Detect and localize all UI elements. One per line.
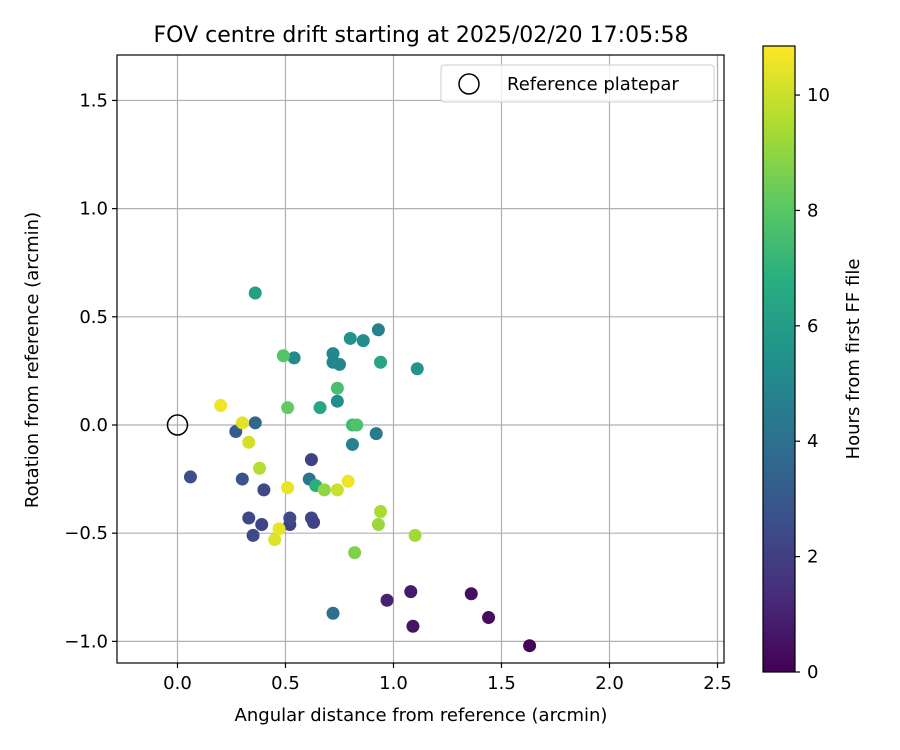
data-point (242, 511, 256, 525)
data-point (341, 474, 355, 488)
data-point (369, 427, 383, 441)
chart-title: FOV centre drift starting at 2025/02/20 … (154, 23, 689, 48)
data-point (410, 362, 424, 376)
x-tick-label: 1.5 (487, 673, 516, 694)
y-axis-ticks: −1.0 −0.5 0.0 0.5 1.0 1.5 (64, 90, 117, 652)
data-point (317, 483, 331, 497)
colorbar-label: Hours from first FF file (843, 259, 864, 460)
colorbar-tick-label: 8 (807, 200, 818, 221)
data-point (350, 418, 364, 432)
data-point (248, 416, 262, 430)
y-axis-label: Rotation from reference (arcmin) (22, 212, 43, 508)
data-point (332, 357, 346, 371)
data-point (348, 546, 362, 560)
data-point (371, 323, 385, 337)
reference-platepar-marker (166, 414, 189, 436)
data-point (345, 437, 359, 451)
data-point (248, 286, 262, 300)
y-tick-label: −0.5 (64, 523, 108, 544)
data-point (214, 399, 228, 413)
colorbar-ticks: 0 2 4 6 8 10 (795, 85, 830, 683)
data-point (287, 351, 301, 365)
data-point (253, 461, 267, 475)
x-tick-label: 2.0 (595, 673, 624, 694)
data-point (281, 401, 295, 415)
colorbar-tick-label: 0 (807, 662, 818, 683)
data-point (374, 505, 388, 519)
data-point (183, 470, 197, 484)
data-point (313, 401, 327, 415)
data-point (242, 435, 256, 449)
legend: Reference platepar (440, 64, 715, 103)
data-point (281, 481, 295, 495)
x-axis-label: Angular distance from reference (arcmin) (235, 705, 608, 726)
data-point (380, 593, 394, 607)
x-tick-label: 2.5 (703, 673, 732, 694)
data-point (374, 355, 388, 369)
y-tick-label: −1.0 (64, 631, 108, 652)
y-tick-label: 1.5 (79, 90, 108, 111)
y-tick-label: 0.5 (79, 307, 108, 328)
data-point (257, 483, 271, 497)
y-tick-label: 0.0 (79, 415, 108, 436)
x-tick-label: 1.0 (379, 673, 408, 694)
data-point (304, 453, 318, 467)
data-point (235, 472, 249, 486)
colorbar (762, 45, 796, 673)
data-point (371, 518, 385, 532)
data-point (330, 381, 344, 395)
legend-entry-reference: Reference platepar (507, 74, 679, 95)
x-tick-label: 0.0 (163, 673, 192, 694)
data-point (482, 611, 496, 625)
reference-marker-layer (166, 414, 189, 436)
data-point (246, 528, 260, 542)
x-tick-label: 0.5 (271, 673, 300, 694)
colorbar-tick-label: 6 (807, 316, 818, 337)
data-point (255, 518, 269, 532)
data-point (464, 587, 478, 601)
data-point (330, 394, 344, 408)
data-point (268, 533, 282, 547)
data-point (272, 522, 286, 536)
y-tick-label: 1.0 (79, 199, 108, 220)
data-point (408, 528, 422, 542)
data-point (343, 331, 357, 345)
data-point (356, 334, 370, 348)
data-point (326, 606, 340, 620)
data-points (183, 286, 537, 653)
data-point (523, 639, 537, 653)
colorbar-tick-label: 4 (807, 431, 818, 452)
data-point (283, 511, 297, 525)
data-point (235, 416, 249, 430)
colorbar-tick-label: 2 (807, 547, 818, 568)
x-axis-ticks: 0.0 0.5 1.0 1.5 2.0 2.5 (163, 663, 732, 694)
plot-frame (116, 54, 725, 664)
colorbar-tick-label: 10 (807, 85, 830, 106)
legend-box (440, 64, 715, 103)
grid-lines (117, 55, 724, 663)
data-point (330, 483, 344, 497)
data-point (406, 619, 420, 633)
legend-marker (458, 73, 480, 95)
data-point (276, 349, 290, 363)
data-point (307, 515, 321, 529)
data-point (404, 585, 418, 599)
